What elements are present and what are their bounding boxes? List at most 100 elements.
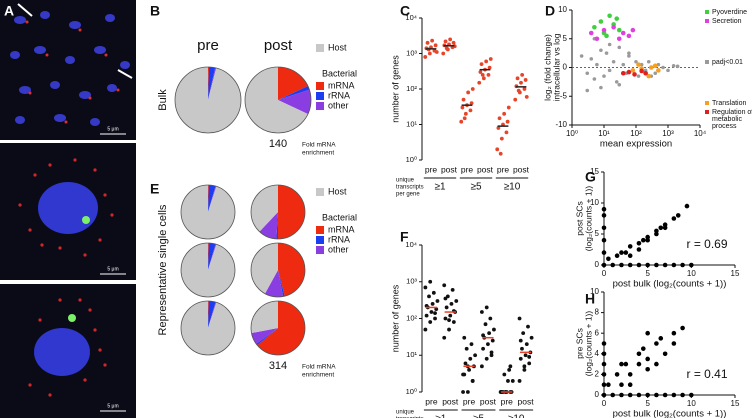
data-point [599, 85, 603, 90]
x-tick-label: pre [463, 396, 476, 406]
y-tick-label: 10² [406, 313, 417, 322]
data-point [495, 147, 500, 152]
data-point [423, 327, 428, 332]
data-point [619, 361, 624, 367]
data-point [601, 250, 607, 255]
annotation: r = 0.41 [686, 367, 727, 381]
data-point [662, 262, 668, 268]
data-point [526, 324, 530, 329]
data-point [607, 68, 612, 73]
data-point [627, 392, 633, 398]
legend-label: mRNA [328, 224, 355, 234]
data-point [430, 38, 435, 43]
enrichment-label: enrichment [302, 150, 334, 157]
data-point [506, 105, 511, 110]
data-point [466, 90, 471, 95]
y-axis-label: (log₂(counts + 1)) [583, 186, 593, 252]
data-point [627, 262, 633, 268]
data-point [489, 350, 494, 355]
data-point [441, 51, 446, 56]
data-point [517, 316, 522, 321]
data-point [627, 244, 633, 249]
data-point [671, 262, 677, 268]
data-point [616, 36, 622, 42]
data-point [502, 111, 507, 116]
pie-slice [251, 185, 278, 232]
data-point [434, 50, 439, 54]
data-point [645, 262, 650, 268]
y-axis-label: number of genes [390, 55, 400, 123]
pie-slice [208, 67, 217, 100]
data-point [604, 33, 609, 39]
group-axis-label: unique [396, 410, 415, 416]
data-point [517, 379, 522, 383]
y-axis-label: (log₂(counts + 1)) [583, 311, 593, 377]
x-tick-label: pre [425, 396, 438, 406]
data-point [479, 62, 484, 67]
x-tick-label: post [441, 164, 458, 174]
y-tick-label: 0 [595, 390, 600, 399]
data-point [489, 353, 494, 358]
y-tick-label: 8 [595, 308, 600, 317]
data-point [507, 367, 512, 372]
x-tick-label: 0 [602, 399, 607, 408]
data-point [639, 68, 644, 74]
data-point [680, 325, 685, 331]
data-point [443, 296, 448, 301]
data-point [499, 136, 504, 141]
bacteria [25, 20, 120, 124]
pie-slice [181, 243, 235, 297]
legend-label: rRNA [328, 234, 350, 244]
group-label: ≥1 [435, 414, 446, 418]
data-point [447, 318, 451, 323]
enrichment-value: 314 [269, 360, 287, 372]
legend-swatch [705, 110, 709, 114]
x-tick-label: 15 [731, 269, 740, 278]
y-axis-label: number of genes [390, 284, 400, 352]
data-point [427, 51, 432, 56]
data-point [484, 59, 489, 64]
data-point [617, 45, 622, 50]
pie-slice [244, 67, 308, 133]
data-point [623, 250, 629, 255]
data-point [592, 77, 597, 81]
data-point [518, 356, 523, 361]
data-point [636, 262, 642, 268]
data-point [652, 63, 658, 69]
y-tick-label: 10¹ [406, 350, 417, 359]
data-point [616, 27, 622, 33]
legend-group: Bacterial [322, 212, 357, 222]
data-point [611, 59, 616, 64]
bacteria [28, 298, 107, 397]
group-axis-label: per gene [396, 192, 420, 198]
legend-label: Host [328, 42, 347, 52]
group-label: ≥5 [473, 414, 484, 418]
x-tick-label: pre [425, 164, 438, 174]
data-point [662, 351, 668, 357]
data-point [621, 62, 626, 67]
pie-outline [250, 242, 306, 298]
group-axis-label: transcripts [396, 185, 424, 191]
x-tick-label: pre [501, 396, 514, 406]
x-tick-label: post [477, 164, 494, 174]
data-point [653, 71, 658, 76]
data-point [449, 301, 454, 306]
legend-label: Secretion [712, 18, 742, 25]
legend-swatch [316, 226, 324, 234]
data-point [595, 62, 599, 67]
data-point [473, 353, 478, 358]
data-point [601, 262, 607, 268]
data-point [505, 119, 510, 124]
y-tick-label: 10³ [406, 277, 417, 286]
data-point [634, 59, 638, 64]
data-point [601, 351, 607, 357]
legend-label: Pyoverdine [712, 9, 747, 16]
data-point [601, 237, 607, 243]
data-point [656, 68, 661, 73]
x-tick-label: 10³ [662, 129, 674, 138]
data-point [601, 27, 607, 33]
data-point [598, 19, 604, 24]
data-point [486, 342, 490, 347]
legend-group: Bacterial [322, 68, 357, 78]
